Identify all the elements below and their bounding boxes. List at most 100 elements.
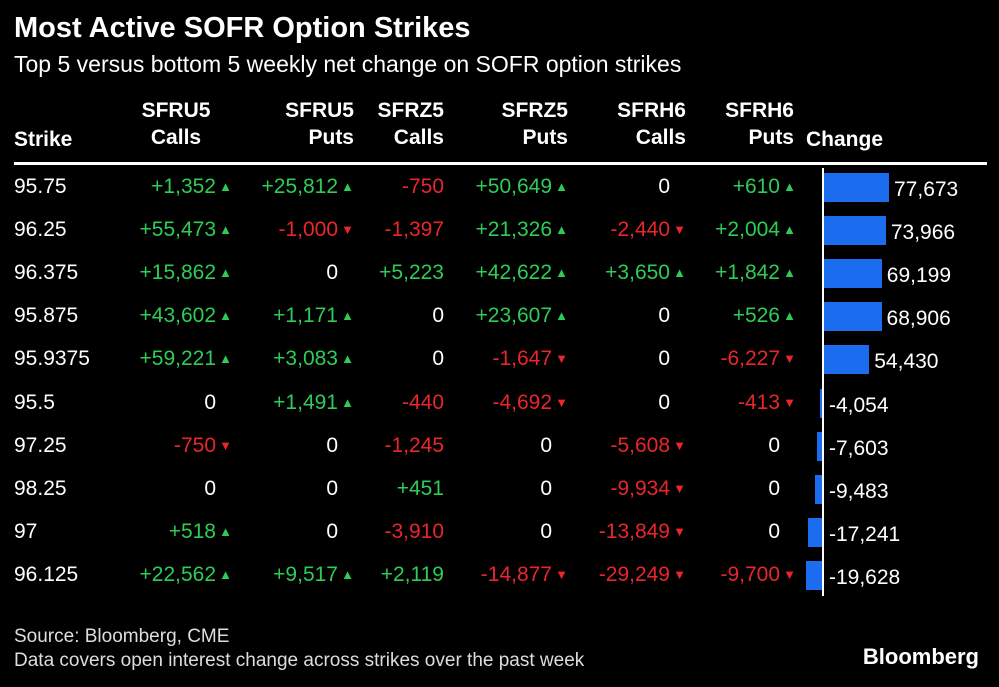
up-arrow-icon: ▲ — [219, 351, 232, 367]
value-cell: +23,607 ▲ — [476, 303, 569, 329]
value-text: +43,602 — [139, 304, 217, 328]
column-header: SFRZ5 Calls — [354, 97, 444, 151]
value-text: 0 — [768, 476, 780, 500]
value-text: +9,517 — [273, 562, 338, 586]
value-text: 0 — [768, 519, 780, 543]
bloomberg-logo: Bloomberg — [862, 644, 979, 669]
value-cell: -2,440 ▼ — [610, 217, 686, 243]
column-header: Change — [806, 126, 926, 153]
strike-cell: 98.25 — [14, 476, 67, 500]
value-text: -9,700 — [720, 562, 780, 586]
column-header-line2: Calls — [150, 126, 202, 149]
column-header: SFRH6 Calls — [568, 97, 686, 151]
up-arrow-icon: ▲ — [219, 523, 232, 539]
value-text: 0 — [432, 304, 444, 328]
value-cell: -413 ▼ — [738, 390, 796, 416]
value-text: +3,650 — [605, 261, 670, 285]
up-arrow-icon: ▲ — [219, 566, 232, 582]
value-text: 0 — [658, 304, 670, 328]
change-label: 68,906 — [886, 307, 951, 331]
value-text: 0 — [204, 476, 216, 500]
change-axis-line — [822, 168, 824, 596]
value-text: +526 — [732, 304, 780, 328]
value-text: +21,326 — [475, 218, 553, 242]
value-cell: 0 — [326, 260, 354, 286]
change-label: -9,483 — [829, 479, 889, 503]
value-cell: 0 — [658, 346, 686, 372]
value-text: 0 — [326, 261, 338, 285]
value-cell: +1,171 ▲ — [273, 303, 354, 329]
value-cell: 0 — [326, 519, 354, 545]
change-bar — [819, 388, 823, 418]
value-text: -9,934 — [610, 476, 670, 500]
value-cell: 0 — [204, 390, 232, 416]
value-cell: +25,812 ▲ — [262, 174, 355, 200]
strike-cell: 97 — [14, 519, 38, 543]
value-text: 0 — [204, 390, 216, 414]
value-text: +610 — [732, 175, 780, 198]
column-header-line1: SFRH6 — [617, 99, 686, 122]
value-cell: 0 — [326, 433, 354, 459]
value-text: +42,622 — [475, 261, 553, 285]
value-text: -4,692 — [492, 390, 552, 414]
column-header: Strike — [14, 126, 114, 153]
value-cell: -1,000 ▼ — [278, 217, 354, 243]
strike-cell: 96.375 — [14, 261, 79, 285]
value-cell: +518 ▲ — [169, 519, 232, 545]
value-text: 0 — [658, 347, 670, 371]
value-text: +518 — [168, 519, 216, 543]
value-cell: 0 — [768, 476, 796, 502]
column-header-line1: SFRU5 — [285, 99, 354, 122]
change-bar — [806, 560, 823, 590]
value-cell: -9,934 ▼ — [610, 476, 686, 502]
value-cell: -750 ▼ — [174, 433, 232, 459]
value-text: -750 — [401, 175, 444, 198]
up-arrow-icon: ▲ — [555, 265, 568, 281]
value-cell: -1,245 — [384, 433, 444, 459]
value-cell: +2,004 ▲ — [715, 217, 796, 243]
column-header: SFRH6 Puts — [686, 97, 794, 151]
value-text: 0 — [658, 390, 670, 414]
value-cell: 0 — [540, 519, 568, 545]
up-arrow-icon: ▲ — [219, 308, 232, 324]
column-header-line1: SFRZ5 — [501, 99, 568, 122]
change-label: 54,430 — [874, 350, 939, 374]
chart-subtitle: Top 5 versus bottom 5 weekly net change … — [14, 51, 682, 77]
value-cell: +42,622 ▲ — [476, 260, 569, 286]
value-cell: -4,692 ▼ — [492, 390, 568, 416]
value-cell: +3,083 ▲ — [273, 346, 354, 372]
value-cell: -440 — [402, 390, 444, 416]
up-arrow-icon: ▲ — [555, 222, 568, 238]
value-cell: -13,849 ▼ — [599, 519, 686, 545]
down-arrow-icon: ▼ — [555, 566, 568, 582]
value-cell: -750 — [402, 174, 444, 200]
value-cell: 0 — [326, 476, 354, 502]
column-header-line2: Puts — [748, 126, 794, 149]
value-cell: -3,910 — [384, 519, 444, 545]
value-text: -750 — [173, 433, 216, 457]
down-arrow-icon: ▼ — [673, 437, 686, 453]
column-header-line1: SFRH6 — [725, 99, 794, 122]
value-cell: +9,517 ▲ — [273, 562, 354, 588]
change-label: -7,603 — [829, 436, 889, 460]
value-text: +1,491 — [273, 390, 338, 414]
up-arrow-icon: ▲ — [219, 265, 232, 281]
value-text: +15,862 — [139, 261, 217, 285]
value-text: -14,877 — [480, 562, 552, 586]
value-cell: -1,397 — [384, 217, 444, 243]
value-cell: +21,326 ▲ — [476, 217, 569, 243]
up-arrow-icon: ▲ — [673, 265, 686, 281]
value-text: 0 — [768, 433, 780, 457]
value-cell: +451 — [397, 476, 444, 502]
up-arrow-icon: ▲ — [555, 179, 568, 194]
value-text: +50,649 — [475, 175, 553, 198]
strike-cell: 95.875 — [14, 304, 79, 328]
value-cell: +59,221 ▲ — [140, 346, 233, 372]
strike-cell: 95.9375 — [14, 347, 90, 371]
value-cell: 0 — [658, 174, 686, 200]
value-text: -5,608 — [610, 433, 670, 457]
down-arrow-icon: ▼ — [783, 566, 796, 582]
value-text: -1,647 — [492, 347, 552, 371]
value-cell: +1,352 ▲ — [151, 174, 232, 200]
change-bar — [823, 345, 870, 375]
